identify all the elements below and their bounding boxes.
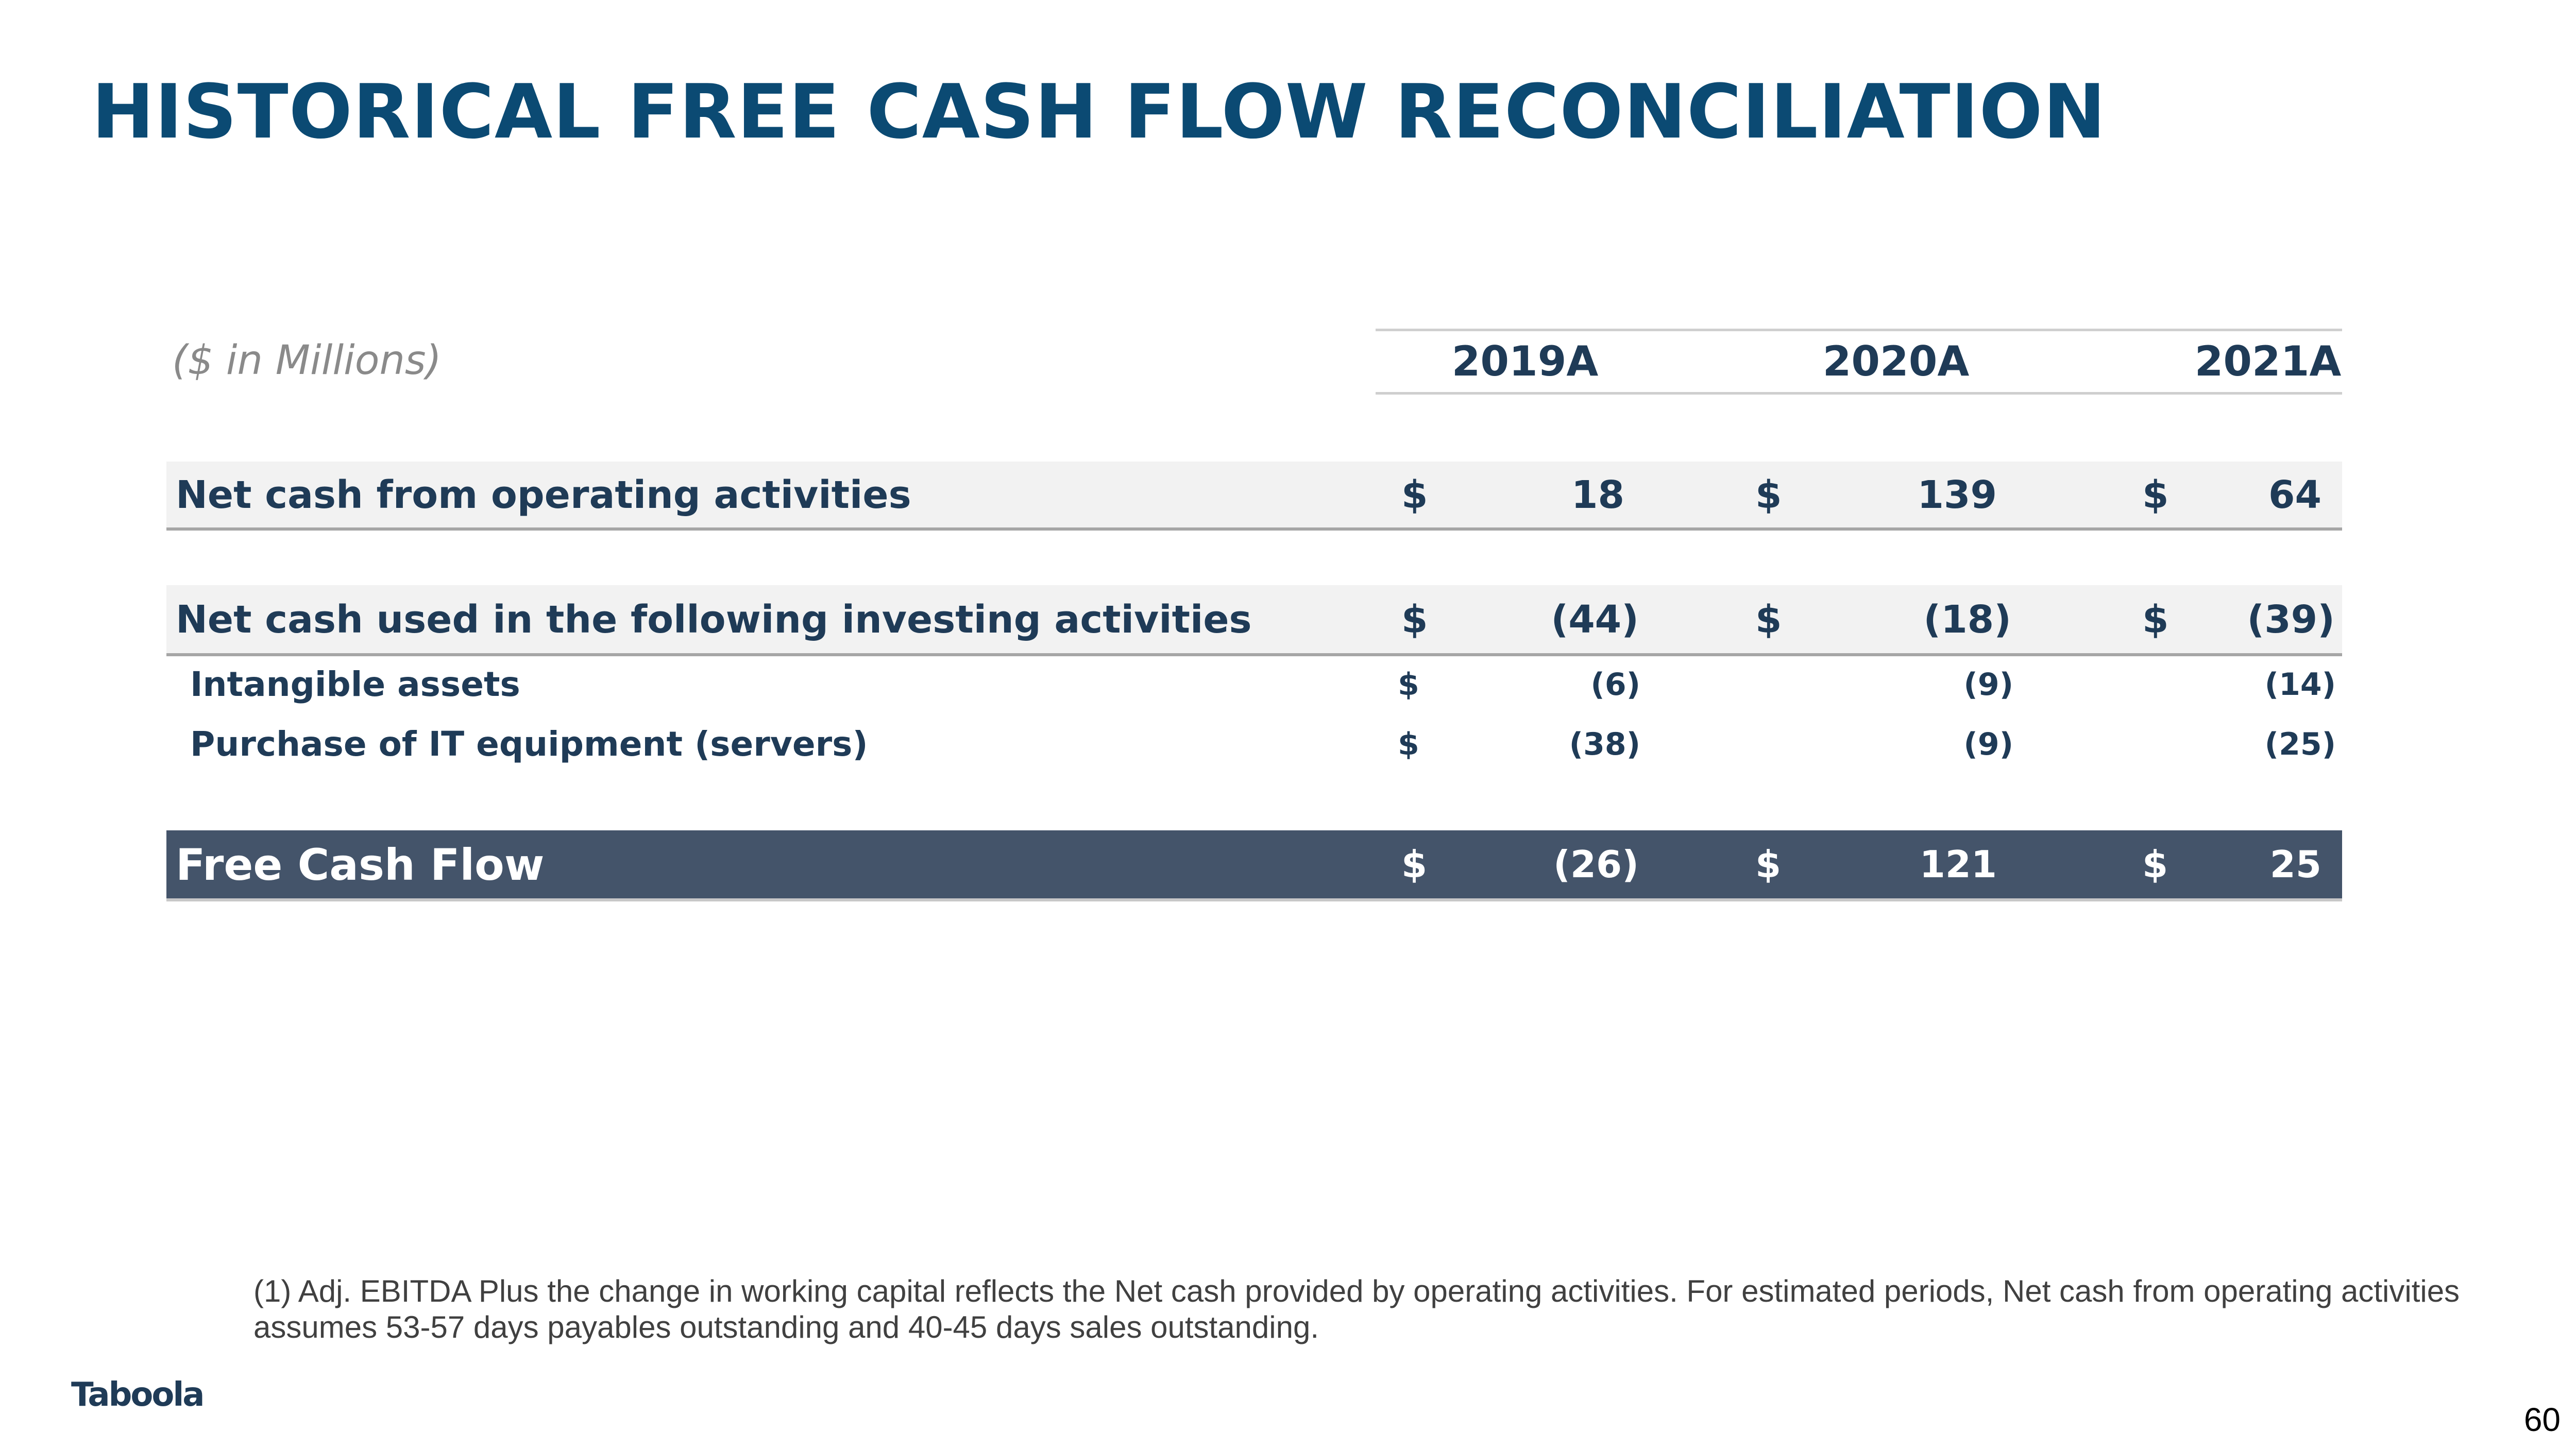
currency-symbol: $ xyxy=(2142,843,2168,886)
page-title: HISTORICAL FREE CASH FLOW RECONCILIATION xyxy=(92,69,2107,156)
table-row-it-equipment: Purchase of IT equipment (servers) $ (38… xyxy=(166,719,2342,776)
value-2021: (14) xyxy=(2264,667,2336,703)
row-label: Net cash from operating activities xyxy=(176,473,911,517)
table-row-operating: Net cash from operating activities $ 18 … xyxy=(166,462,2342,531)
table-row-investing: Net cash used in the following investing… xyxy=(166,585,2342,656)
value-2021: (25) xyxy=(2264,726,2336,762)
currency-symbol: $ xyxy=(1401,473,1428,517)
value-2019: (26) xyxy=(1553,843,1639,886)
currency-symbol: $ xyxy=(1755,598,1782,642)
currency-symbol: $ xyxy=(1401,843,1428,886)
currency-symbol: $ xyxy=(1398,726,1419,762)
currency-symbol: $ xyxy=(1755,843,1782,886)
value-2021: 64 xyxy=(2268,473,2321,517)
currency-symbol: $ xyxy=(2142,598,2169,642)
value-2019: (44) xyxy=(1551,598,1639,642)
value-2019: (38) xyxy=(1569,726,1640,762)
units-label: ($ in Millions) xyxy=(172,337,442,384)
row-label: Net cash used in the following investing… xyxy=(176,598,1252,642)
currency-symbol: $ xyxy=(2142,473,2169,517)
currency-symbol: $ xyxy=(1755,473,1782,517)
row-label: Free Cash Flow xyxy=(176,840,545,890)
page-number: 60 xyxy=(2523,1401,2561,1438)
value-2020: (9) xyxy=(1963,726,2013,762)
currency-symbol: $ xyxy=(1401,598,1428,642)
year-header: 2019A 2020A 2021A xyxy=(1376,329,2342,395)
value-2021: 25 xyxy=(2269,843,2321,886)
row-label: Purchase of IT equipment (servers) xyxy=(190,724,868,764)
footnote: (1) Adj. EBITDA Plus the change in worki… xyxy=(253,1274,2460,1344)
year-2020-header: 2020A xyxy=(1822,337,1970,385)
table-row-free-cash-flow: Free Cash Flow $ (26) $ 121 $ 25 xyxy=(166,830,2342,901)
value-2020: (18) xyxy=(1923,598,2011,642)
year-2021-header: 2021A xyxy=(2194,337,2342,385)
row-label: Intangible assets xyxy=(190,664,520,704)
value-2019: 18 xyxy=(1571,473,1624,517)
value-2021: (39) xyxy=(2247,598,2335,642)
value-2020: (9) xyxy=(1963,667,2013,703)
year-2019-header: 2019A xyxy=(1451,337,1599,385)
value-2020: 139 xyxy=(1917,473,1997,517)
currency-symbol: $ xyxy=(1398,667,1419,703)
value-2019: (6) xyxy=(1590,667,1640,703)
table-row-intangible-assets: Intangible assets $ (6) (9) (14) xyxy=(166,659,2342,716)
company-logo: Taboola xyxy=(71,1376,205,1414)
value-2020: 121 xyxy=(1919,843,1997,886)
